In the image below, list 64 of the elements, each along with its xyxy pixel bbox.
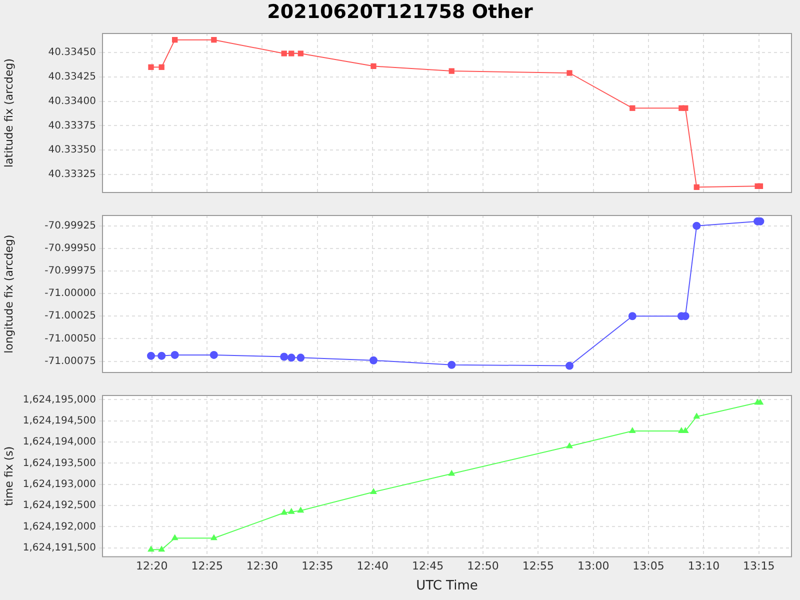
y-tick-label: 40.33450	[48, 47, 96, 58]
point	[210, 350, 218, 359]
point	[147, 352, 155, 360]
y-axis-title: time fix (s)	[2, 446, 16, 506]
x-tick-label: 12:40	[356, 560, 388, 573]
y-tick-label: -71.00025	[44, 310, 96, 322]
y-tick-label: 40.33400	[48, 96, 96, 107]
point	[281, 50, 287, 56]
point	[158, 64, 164, 70]
point	[158, 352, 166, 360]
y-tick-label: -71.00050	[44, 333, 96, 344]
y-axis-title: longitude fix (arcdeg)	[2, 234, 16, 354]
point	[287, 354, 296, 362]
x-tick-label: 13:00	[577, 560, 610, 573]
y-tick-label: 1,624,194,000	[22, 436, 96, 448]
x-tick-label: 12:25	[191, 560, 223, 573]
point	[448, 68, 454, 74]
x-tick-label: 13:10	[688, 560, 720, 573]
y-tick-label: 40.33425	[48, 71, 96, 82]
point	[682, 105, 688, 111]
point	[288, 50, 294, 56]
point	[628, 312, 636, 320]
y-tick-label: 1,624,195,000	[22, 394, 96, 406]
x-tick-label: 12:20	[136, 560, 168, 573]
point	[566, 362, 574, 370]
x-tick-label: 13:05	[632, 560, 664, 573]
point	[630, 105, 636, 111]
point	[296, 354, 305, 362]
point	[566, 70, 572, 76]
y-tick-label: 1,624,192,500	[22, 500, 96, 512]
point	[369, 356, 378, 364]
y-tick-label: 1,624,191,500	[22, 542, 96, 554]
point	[692, 222, 701, 230]
point	[170, 350, 179, 359]
x-tick-label: 12:50	[467, 560, 499, 573]
point	[694, 184, 700, 190]
y-tick-label: -70.99975	[44, 266, 96, 277]
x-tick-label: 12:55	[522, 560, 554, 573]
x-axis-title: UTC Time	[416, 578, 478, 594]
y-tick-label: 1,624,192,000	[22, 521, 96, 532]
point	[757, 183, 764, 189]
point	[211, 37, 217, 43]
point	[298, 50, 304, 56]
y-tick-label: 1,624,193,000	[22, 478, 96, 490]
x-tick-label: 12:35	[302, 560, 334, 573]
y-tick-label: -70.99925	[44, 220, 96, 232]
y-tick-label: 40.33325	[48, 169, 96, 180]
point	[370, 63, 376, 69]
x-tick-label: 13:15	[743, 560, 775, 573]
y-tick-label: -70.99950	[44, 243, 96, 254]
y-tick-label: -71.00000	[44, 288, 96, 300]
y-tick-label: -71.00075	[44, 356, 96, 367]
point	[280, 352, 288, 361]
x-tick-label: 12:45	[412, 560, 444, 573]
y-tick-label: 1,624,193,500	[22, 458, 96, 469]
y-axis-title: latitude fix (arcdeg)	[2, 58, 16, 168]
chart-title: 20210620T121758 Other	[266, 0, 534, 24]
point	[148, 64, 154, 70]
x-tick-label: 12:30	[246, 560, 278, 573]
y-tick-label: 40.33350	[48, 144, 96, 156]
point	[172, 37, 178, 43]
point	[448, 360, 456, 369]
y-tick-label: 40.33375	[48, 120, 96, 132]
y-tick-label: 1,624,194,500	[22, 415, 96, 426]
